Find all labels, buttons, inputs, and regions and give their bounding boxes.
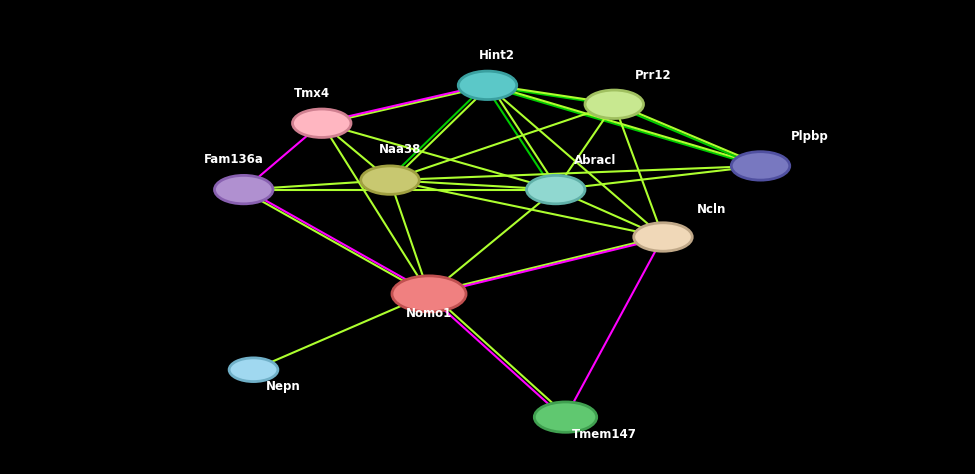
Circle shape — [634, 223, 692, 251]
Text: Naa38: Naa38 — [378, 144, 421, 156]
Text: Abracl: Abracl — [573, 154, 616, 167]
Text: Tmx4: Tmx4 — [293, 87, 331, 100]
Text: Nomo1: Nomo1 — [406, 307, 452, 320]
Text: Nepn: Nepn — [265, 381, 300, 393]
Circle shape — [534, 402, 597, 432]
Circle shape — [526, 175, 585, 204]
Circle shape — [229, 358, 278, 382]
Text: Plpbp: Plpbp — [791, 130, 828, 143]
Circle shape — [214, 175, 273, 204]
Text: Tmem147: Tmem147 — [572, 428, 637, 441]
Text: Hint2: Hint2 — [480, 49, 515, 62]
Circle shape — [361, 166, 419, 194]
Text: Prr12: Prr12 — [635, 69, 672, 82]
Text: Fam136a: Fam136a — [204, 153, 264, 166]
Circle shape — [458, 71, 517, 100]
Text: Ncln: Ncln — [697, 203, 726, 216]
Circle shape — [292, 109, 351, 137]
Circle shape — [731, 152, 790, 180]
Circle shape — [585, 90, 644, 118]
Circle shape — [392, 276, 466, 312]
